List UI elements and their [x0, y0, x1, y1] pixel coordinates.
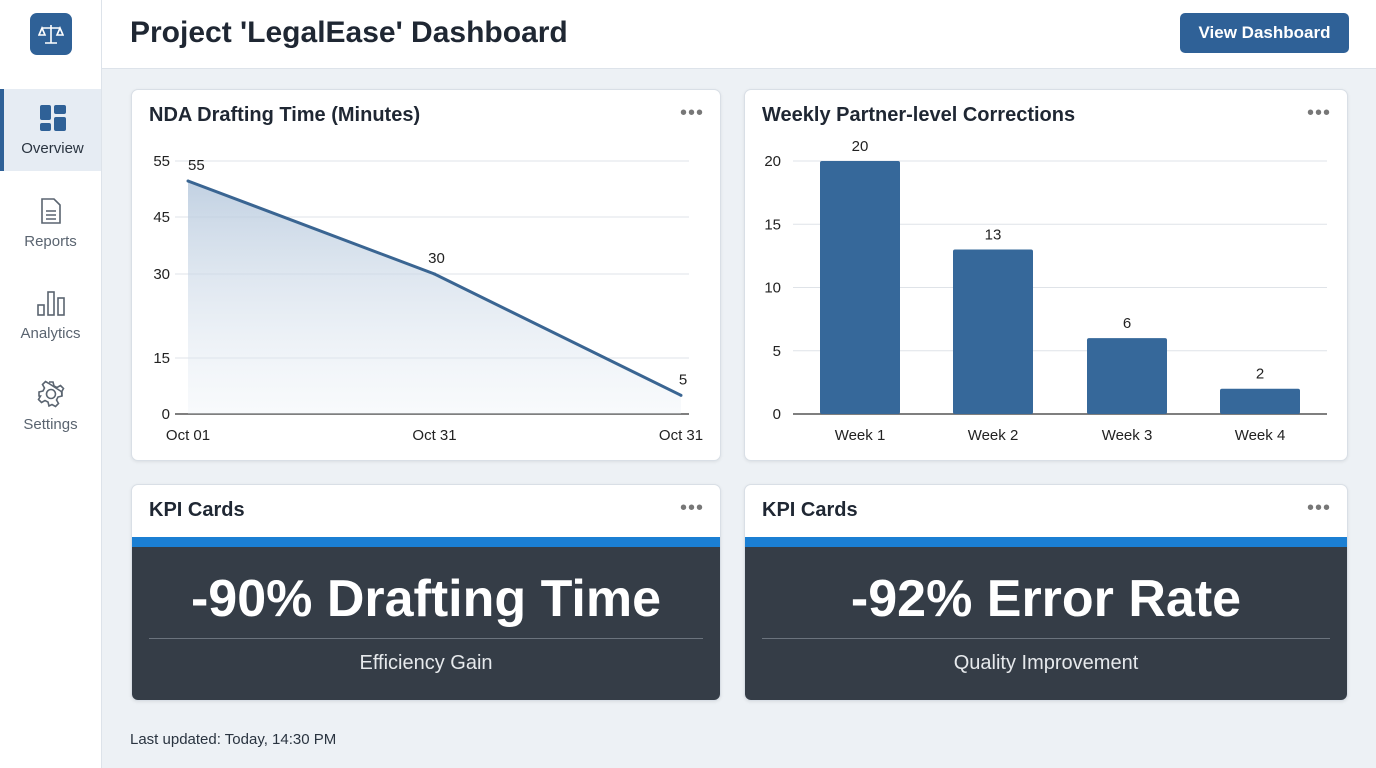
- sidebar-item-analytics[interactable]: Analytics: [0, 274, 101, 356]
- kpi-body: -92% Error Rate Quality Improvement: [745, 547, 1347, 700]
- more-options-icon[interactable]: •••: [1306, 497, 1331, 519]
- bar: [1220, 388, 1300, 414]
- x-tick-label: Oct 01: [166, 427, 210, 444]
- more-options-icon[interactable]: •••: [679, 497, 704, 519]
- header: Project 'LegalEase' Dashboard View Dashb…: [102, 0, 1376, 69]
- bar-chart-icon: [36, 290, 65, 316]
- x-tick-label: Oct 31: [412, 427, 456, 444]
- scales-of-justice-icon[interactable]: [30, 13, 72, 55]
- chart-title: Weekly Partner-level Corrections: [762, 104, 1076, 126]
- bar: [820, 161, 900, 414]
- accent-stripe: [745, 537, 1347, 547]
- divider: [762, 638, 1330, 639]
- data-point: [679, 393, 683, 397]
- sidebar: Overview Reports Analytics Settings: [0, 0, 102, 768]
- chart-title: NDA Drafting Time (Minutes): [149, 104, 421, 126]
- gear-icon: [37, 380, 64, 407]
- divider: [149, 638, 703, 639]
- y-tick-label: 45: [153, 209, 170, 226]
- y-tick-label: 5: [773, 343, 781, 360]
- kpi-card-error-rate: KPI Cards ••• -92% Error Rate Quality Im…: [744, 484, 1348, 701]
- more-options-icon[interactable]: •••: [679, 102, 704, 124]
- data-label: 5: [679, 371, 687, 388]
- accent-stripe: [132, 537, 720, 547]
- y-tick-label: 0: [773, 406, 781, 423]
- kpi-card-drafting-time: KPI Cards ••• -90% Drafting Time Efficie…: [131, 484, 721, 701]
- bar-chart-card: Weekly Partner-level Corrections ••• 0 5 1…: [744, 89, 1348, 461]
- line-chart-card: NDA Drafting Time (Minutes) ••• 0 15 30 45 5…: [131, 89, 721, 461]
- sidebar-item-label: Settings: [23, 415, 78, 433]
- data-label: 2: [1256, 366, 1264, 383]
- data-label: 30: [428, 250, 445, 267]
- data-label: 6: [1123, 315, 1131, 332]
- data-label: 55: [188, 157, 205, 174]
- data-label: 13: [985, 227, 1002, 244]
- sidebar-item-label: Analytics: [20, 324, 81, 342]
- area-fill: [188, 181, 681, 414]
- kpi-card-title: KPI Cards: [149, 499, 245, 521]
- y-tick-label: 55: [153, 153, 170, 170]
- line-chart: 0 15 30 45 55 55 Oct 01 30 Oct 31 5 Oct 31: [153, 153, 703, 444]
- last-updated: Last updated: Today, 14:30 PM: [130, 731, 337, 748]
- x-tick-label: Week 4: [1235, 427, 1286, 444]
- y-tick-label: 20: [764, 153, 781, 170]
- sidebar-item-label: Overview: [21, 139, 84, 157]
- sidebar-item-reports[interactable]: Reports: [0, 182, 101, 264]
- page-title: Project 'LegalEase' Dashboard: [130, 16, 568, 49]
- kpi-body: -90% Drafting Time Efficiency Gain: [132, 547, 720, 700]
- x-tick-label: Week 3: [1102, 427, 1153, 444]
- kpi-card-title: KPI Cards: [762, 499, 858, 521]
- x-tick-label: Week 2: [968, 427, 1019, 444]
- bar: [953, 249, 1033, 414]
- dashboard-grid-icon: [39, 104, 66, 131]
- y-tick-label: 0: [162, 406, 170, 423]
- view-dashboard-button[interactable]: View Dashboard: [1180, 13, 1349, 53]
- kpi-label: Efficiency Gain: [359, 652, 493, 674]
- sidebar-item-settings[interactable]: Settings: [0, 365, 101, 447]
- x-tick-label: Week 1: [835, 427, 886, 444]
- kpi-value: -90% Drafting Time: [190, 570, 662, 628]
- data-point: [186, 179, 190, 183]
- sidebar-item-label: Reports: [24, 232, 77, 250]
- document-icon: [40, 197, 61, 224]
- kpi-label: Quality Improvement: [953, 652, 1139, 674]
- y-tick-label: 10: [764, 280, 781, 297]
- sidebar-item-overview[interactable]: Overview: [0, 89, 101, 171]
- bar-chart: 0 5 10 15 20 20 Week 1 13 Week 2 6 Week 3 2 Week 4: [764, 138, 1327, 444]
- data-label: 20: [852, 138, 869, 155]
- y-tick-label: 15: [153, 350, 170, 367]
- kpi-value: -92% Error Rate: [850, 570, 1242, 628]
- x-tick-label: Oct 31: [659, 427, 703, 444]
- y-tick-label: 30: [153, 266, 170, 283]
- more-options-icon[interactable]: •••: [1306, 102, 1331, 124]
- y-tick-label: 15: [764, 216, 781, 233]
- data-point: [433, 272, 436, 276]
- bar: [1087, 338, 1167, 414]
